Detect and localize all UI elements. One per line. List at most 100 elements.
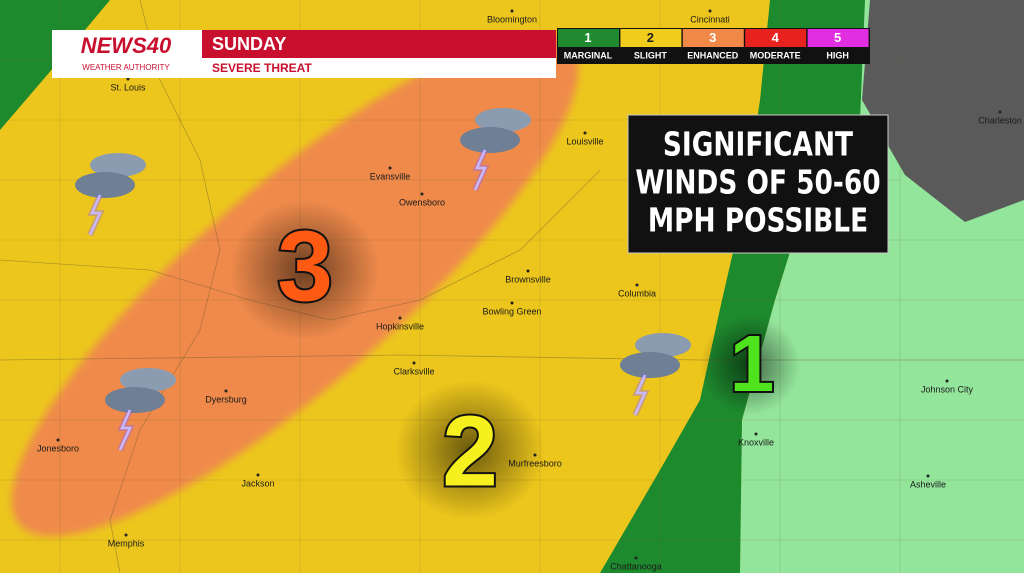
lightning bbox=[88, 194, 102, 236]
city-dot bbox=[412, 361, 416, 365]
risk-number: 3 bbox=[277, 210, 333, 322]
storm-cloud bbox=[635, 333, 691, 357]
callout-line: MPH POSSIBLE bbox=[648, 202, 868, 241]
city-dot bbox=[533, 453, 537, 457]
city-dot bbox=[420, 192, 424, 196]
city-dot bbox=[926, 474, 930, 478]
storm-cloud bbox=[120, 368, 176, 392]
city-label: Johnson City bbox=[921, 384, 974, 394]
lightning bbox=[633, 374, 647, 416]
city-label: Charleston bbox=[978, 115, 1022, 125]
storm-cloud bbox=[75, 172, 135, 198]
state-border bbox=[0, 354, 1024, 361]
city-label: Dyersburg bbox=[205, 394, 247, 404]
city-dot bbox=[124, 533, 128, 537]
legend-label: HIGH bbox=[826, 50, 849, 60]
legend-level: 5 bbox=[834, 30, 841, 45]
city-label: Memphis bbox=[108, 538, 145, 548]
lightning-glow bbox=[632, 373, 650, 417]
risk-number: 2 bbox=[442, 395, 498, 507]
lightning-glow bbox=[117, 408, 135, 452]
legend-label: MODERATE bbox=[750, 50, 801, 60]
lightning-glow bbox=[87, 193, 105, 237]
city-dot bbox=[945, 379, 949, 383]
callout-line: SIGNIFICANT bbox=[663, 126, 854, 165]
city-label: Bowling Green bbox=[482, 306, 541, 316]
city-dot bbox=[635, 283, 639, 287]
no-threat-area bbox=[862, 0, 1024, 222]
legend-swatch bbox=[558, 29, 619, 47]
storm-cloud bbox=[90, 153, 146, 177]
city-label: Evansville bbox=[370, 171, 411, 181]
city-label: Knoxville bbox=[738, 437, 774, 447]
storm-icons bbox=[75, 108, 691, 452]
city-label: Columbia bbox=[618, 288, 656, 298]
city-label: Asheville bbox=[910, 479, 946, 489]
legend-swatch bbox=[807, 29, 869, 47]
label-glow bbox=[700, 315, 800, 415]
city-label: Murfreesboro bbox=[508, 458, 562, 468]
city-label: Jonesboro bbox=[37, 443, 79, 453]
city-label: Brownsville bbox=[505, 274, 551, 284]
city-label: Clarksville bbox=[393, 366, 434, 376]
legend-swatch bbox=[682, 29, 744, 47]
risk-number: 1 bbox=[730, 319, 775, 408]
city-dot bbox=[388, 166, 392, 170]
city-label: Cincinnati bbox=[690, 14, 730, 24]
legend: 1 MARGINAL 2 SLIGHT 3 ENHANCED 4 MODERATE 5 HIGH bbox=[557, 28, 870, 64]
city-dot bbox=[754, 432, 758, 436]
city-dot bbox=[256, 473, 260, 477]
city-dot bbox=[224, 389, 228, 393]
city-dot bbox=[510, 9, 514, 13]
storm-cloud bbox=[620, 352, 680, 378]
label-glow bbox=[395, 380, 545, 520]
storm-cloud bbox=[460, 127, 520, 153]
city-label: Jackson bbox=[241, 478, 274, 488]
legend-level: 1 bbox=[584, 30, 591, 45]
lightning bbox=[473, 149, 487, 191]
subtitle-bar bbox=[202, 58, 556, 78]
city-label: Bloomington bbox=[487, 14, 537, 24]
lightning-glow bbox=[472, 148, 490, 192]
city-dot bbox=[398, 316, 402, 320]
subtitle: SEVERE THREAT bbox=[212, 61, 312, 75]
storm-cloud bbox=[475, 108, 531, 132]
city-dot bbox=[998, 110, 1002, 114]
legend-swatch bbox=[745, 29, 807, 47]
lightning bbox=[118, 409, 132, 451]
legend-level: 3 bbox=[709, 30, 716, 45]
city-label: St. Louis bbox=[110, 82, 146, 92]
legend-swatch bbox=[620, 29, 682, 47]
legend-level: 4 bbox=[772, 30, 780, 45]
city-label: Louisville bbox=[566, 136, 603, 146]
day-title: SUNDAY bbox=[212, 34, 286, 54]
city-label: Hopkinsville bbox=[376, 321, 424, 331]
logo-tagline: WEATHER AUTHORITY bbox=[82, 63, 170, 72]
city-dot bbox=[708, 9, 712, 13]
legend-label: ENHANCED bbox=[687, 50, 739, 60]
logo: NEWS40 bbox=[81, 33, 172, 58]
title-bar bbox=[202, 30, 556, 58]
callout-line: WINDS OF 50-60 bbox=[635, 164, 880, 203]
legend-label: SLIGHT bbox=[634, 50, 668, 60]
city-dot bbox=[526, 269, 530, 273]
city-labels: Bloomington Cincinnati St. Louis Louisville… bbox=[37, 9, 1022, 571]
storm-cloud bbox=[105, 387, 165, 413]
city-dot bbox=[56, 438, 60, 442]
logo-box bbox=[52, 30, 202, 78]
river bbox=[109, 0, 221, 573]
city-dot bbox=[510, 301, 514, 305]
legend-label: MARGINAL bbox=[564, 50, 613, 60]
city-dot bbox=[583, 131, 587, 135]
city-label: Owensboro bbox=[399, 197, 445, 207]
risk-labels: 32 1 bbox=[275, 208, 776, 509]
label-glow bbox=[230, 200, 380, 340]
city-dot bbox=[126, 77, 130, 81]
legend-level: 2 bbox=[647, 30, 654, 45]
city-label: Chattanooga bbox=[610, 561, 662, 571]
callout-box bbox=[627, 114, 889, 254]
city-dot bbox=[634, 556, 638, 560]
